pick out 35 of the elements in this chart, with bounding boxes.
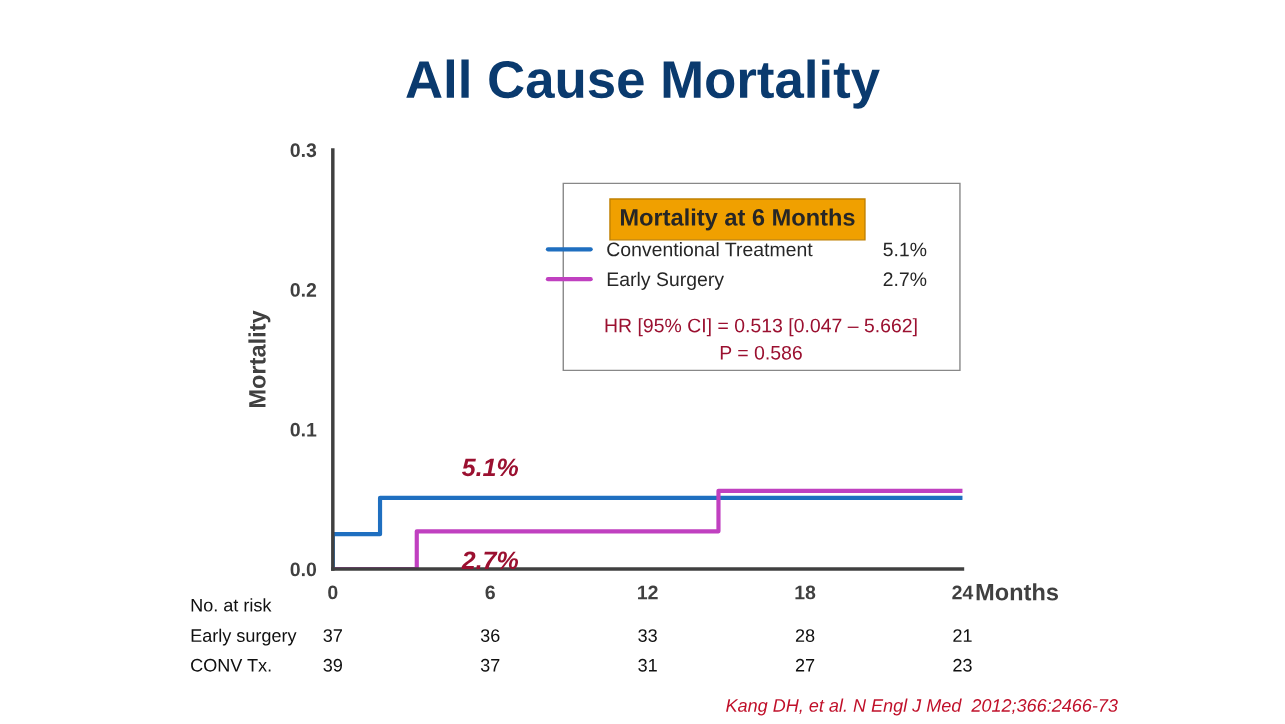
y-tick-label: 0.3 [290,143,317,158]
text: 37 [480,658,500,672]
text: 27 [795,658,815,672]
annotation: 5.1% [883,242,927,257]
x-tick-label: 24 [952,585,974,600]
text: Early surgery [191,628,297,646]
text: No. at risk [191,598,272,612]
text: 36 [480,629,500,642]
text: 31 [638,658,657,672]
text: 23 [953,658,972,672]
y-tick-label: 0.2 [290,283,317,297]
text: CONV Tx. [191,658,271,672]
annotation: 2.7% [883,272,927,287]
legend-label: Conventional Treatment [607,242,813,257]
chart-title: All Cause Mortality [406,59,880,109]
text: 28 [795,629,815,642]
y-tick-label: 0.1 [290,422,317,437]
x-tick-label: 6 [485,585,495,600]
annotation: 2.7% [461,551,519,570]
text: 39 [323,658,342,672]
x-tick-label: 0 [328,585,338,600]
text: 33 [638,629,657,642]
x-tick-label: 18 [795,585,816,600]
annotation: 5.1% [461,458,519,477]
x-tick-label: 12 [638,585,658,600]
text: 37 [323,629,342,642]
annotation: P = 0.586 [720,345,802,360]
text: Kang DH, et al. N Engl J Med 2012;366:2466-73 [726,698,1118,716]
legend-label: Early Surgery [607,271,724,290]
annotation: HR [95% CI] = 0.513 [0.047 – 5.662] [605,318,917,337]
legend-title: Mortality at 6 Months [620,208,855,231]
y-axis-title: Mortality [248,310,271,408]
y-tick-label: 0.0 [290,562,317,577]
text: 21 [953,629,972,642]
x-axis-title: Months [976,583,1059,601]
